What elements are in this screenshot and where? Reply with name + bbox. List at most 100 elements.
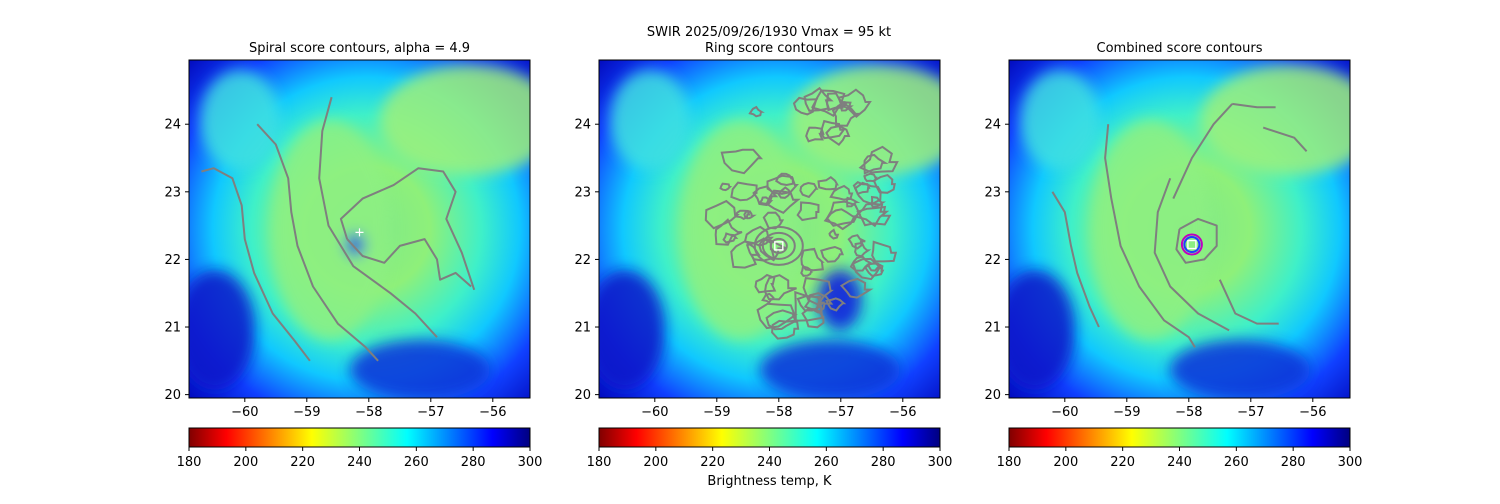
center-marker — [1180, 233, 1203, 256]
score-contour — [1172, 103, 1233, 200]
score-contour — [858, 145, 899, 174]
score-contour — [812, 89, 850, 118]
axes-frame — [1008, 59, 1351, 399]
colorbar-tick-label: 240 — [347, 455, 372, 470]
score-contour — [831, 103, 862, 127]
colorbar-gradient — [598, 427, 941, 448]
center-square-marker — [1187, 239, 1197, 250]
y-tick-label: 20 — [164, 388, 181, 403]
score-contour — [803, 86, 834, 112]
x-tick-label: −56 — [479, 405, 506, 420]
score-contour — [863, 153, 889, 175]
x-tick-label: −58 — [355, 405, 382, 420]
score-contour — [748, 105, 765, 118]
score-contour — [754, 273, 777, 294]
colorbar-tick-label: 260 — [814, 455, 839, 470]
axes-frame — [598, 59, 941, 399]
panel-title: Combined score contours — [1097, 41, 1263, 56]
satellite-image — [1009, 60, 1350, 398]
panel-combined: Combined score contours −60 −59 −58 −57 −56 … — [984, 41, 1351, 420]
y-tick-label: 23 — [164, 185, 181, 200]
x-ticks: −60 −59 −58 −57 −56 — [231, 398, 507, 420]
y-tick-label: 22 — [984, 253, 1001, 268]
center-ring — [1180, 233, 1203, 256]
x-tick-label: −60 — [231, 405, 258, 420]
contours — [704, 86, 899, 340]
panel-ring: Ring score contours −60 −59 −58 −57 −56 20 21… — [574, 41, 941, 420]
center-marker — [355, 228, 364, 237]
score-contour — [800, 247, 825, 272]
y-tick-label: 24 — [164, 118, 181, 133]
center-ring-inner — [1183, 236, 1201, 254]
suptitle: SWIR 2025/09/26/1930 Vmax = 95 kt — [647, 25, 891, 40]
score-contour — [1051, 191, 1100, 328]
colorbar-tick-label: 180 — [587, 455, 612, 470]
x-tick-label: −56 — [1299, 405, 1326, 420]
satellite-image — [189, 60, 530, 398]
panel-spiral: Spiral score contours, alpha = 4.9 −60 −5… — [164, 41, 531, 420]
colorbar-tick-label: 200 — [643, 455, 668, 470]
score-contour — [856, 205, 892, 227]
colorbar-tick-label: 300 — [928, 455, 953, 470]
colorbar-tick-label: 260 — [1224, 455, 1249, 470]
colorbar-2: 180 200 220 240 260 280 300 — [997, 427, 1363, 470]
score-contour — [720, 148, 764, 175]
score-contour — [799, 181, 819, 199]
y-tick-label: 20 — [984, 388, 1001, 403]
panel-title: Ring score contours — [705, 41, 834, 56]
score-contour — [817, 175, 839, 191]
score-contour — [753, 225, 804, 266]
y-tick-label: 24 — [574, 118, 591, 133]
score-contour — [825, 125, 851, 147]
colorbar-tick-label: 180 — [997, 455, 1022, 470]
panel-title: Spiral score contours, alpha = 4.9 — [249, 41, 470, 56]
colorbar-tick-label: 280 — [1281, 455, 1306, 470]
score-contour — [863, 172, 878, 183]
colorbar-gradient — [1008, 427, 1351, 448]
score-contour — [800, 265, 814, 277]
y-tick-label: 21 — [164, 321, 181, 336]
score-contour — [847, 234, 866, 250]
colorbar-label: Brightness temp, K — [707, 474, 832, 489]
colorbar-tick-label: 280 — [871, 455, 896, 470]
x-tick-label: −58 — [1175, 405, 1202, 420]
y-ticks: 20 21 22 23 24 — [574, 118, 599, 403]
colorbar-tick-label: 200 — [233, 455, 258, 470]
score-contour — [794, 290, 824, 322]
x-tick-label: −57 — [417, 405, 444, 420]
colorbar-tick-label: 200 — [1053, 455, 1078, 470]
colorbar-tick-label: 240 — [1167, 455, 1192, 470]
colorbar-0: 180 200 220 240 260 280 300 — [177, 427, 543, 470]
contours — [1051, 102, 1308, 348]
score-contour — [761, 292, 775, 304]
colorbar-tick-label: 300 — [1338, 455, 1363, 470]
contours — [201, 96, 476, 362]
colorbar-tick-label: 180 — [177, 455, 202, 470]
score-contour — [318, 96, 438, 338]
colorbar-tick-label: 220 — [700, 455, 725, 470]
x-tick-label: −59 — [293, 405, 320, 420]
colorbar-tick-label: 300 — [518, 455, 543, 470]
colorbar-tick-label: 240 — [757, 455, 782, 470]
score-contour — [828, 228, 840, 240]
score-contour — [839, 277, 874, 299]
x-tick-label: −58 — [765, 405, 792, 420]
colorbar-tick-label: 260 — [404, 455, 429, 470]
x-tick-label: −59 — [703, 405, 730, 420]
score-contour — [851, 257, 884, 281]
score-contour — [845, 196, 861, 208]
score-contour — [802, 277, 834, 306]
y-tick-label: 23 — [984, 185, 1001, 200]
y-tick-label: 20 — [574, 388, 591, 403]
score-contour — [820, 245, 844, 263]
score-contour — [825, 297, 847, 312]
center-marker — [774, 241, 784, 251]
y-ticks: 20 21 22 23 24 — [164, 118, 189, 403]
score-contour — [1262, 126, 1308, 152]
colorbar-tick-label: 280 — [461, 455, 486, 470]
y-tick-label: 22 — [574, 253, 591, 268]
score-contour — [743, 225, 774, 247]
y-tick-label: 22 — [164, 253, 181, 268]
x-tick-label: −60 — [641, 405, 668, 420]
